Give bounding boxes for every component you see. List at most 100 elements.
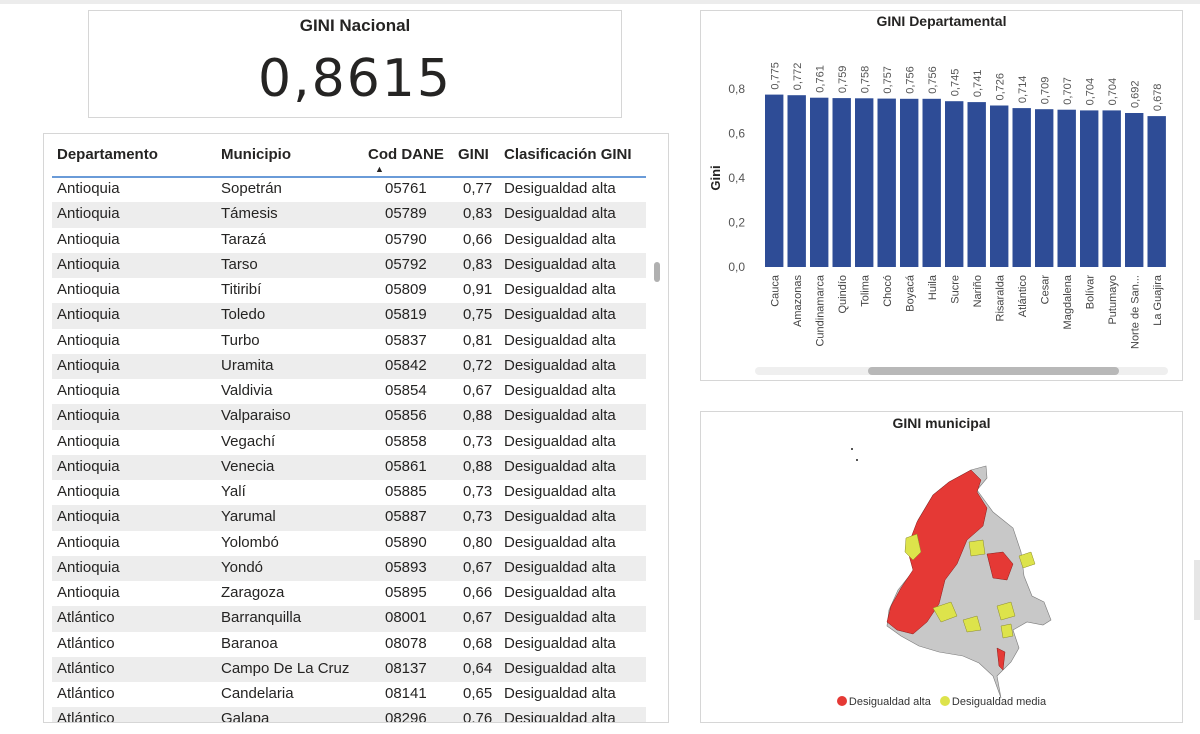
table-cell: Antioquia — [57, 584, 120, 601]
table-cell: Desigualdad alta — [504, 483, 616, 500]
x-category-label: Nariño — [972, 275, 984, 307]
col-header-clasificacion[interactable]: Clasificación GINI — [504, 146, 632, 163]
bar[interactable] — [1125, 113, 1144, 267]
legend-item-media[interactable]: Desigualdad media — [939, 696, 1046, 708]
chart-horizontal-scrollbar[interactable] — [755, 367, 1168, 375]
table-row[interactable]: Antioquia Tarazá 05790 0,66 Desigualdad alta — [52, 228, 646, 253]
table-cell: Barranquilla — [221, 609, 302, 627]
bar[interactable] — [855, 98, 874, 267]
map-region-media[interactable] — [1018, 551, 1036, 569]
sort-ascending-icon[interactable]: ▲ — [375, 164, 384, 174]
bar[interactable] — [1147, 116, 1166, 267]
table-cell: Antioquia — [57, 508, 120, 526]
map-region-media[interactable] — [962, 615, 982, 633]
table-row[interactable]: Antioquia Toledo 05819 0,75 Desigualdad alta — [52, 303, 646, 329]
table-row[interactable]: Atlántico Baranoa 08078 0,68 Desigualdad alt… — [52, 632, 646, 657]
bar[interactable] — [810, 97, 829, 267]
table-cell: 08078 — [385, 634, 427, 652]
table-cell: 08137 — [385, 659, 427, 677]
table-scrollbar[interactable] — [654, 262, 660, 282]
bar-value-label: 0,704 — [1084, 78, 1096, 106]
map-region-media[interactable] — [996, 601, 1016, 621]
table-cell: Antioquia — [57, 356, 120, 374]
map-region-alta[interactable] — [986, 551, 1014, 581]
table-row[interactable]: Antioquia Venecia 05861 0,88 Desigualdad alt… — [52, 454, 646, 480]
map-region-alta[interactable] — [886, 469, 988, 635]
x-category-label: Tolima — [859, 274, 871, 307]
bar[interactable] — [1080, 110, 1099, 268]
table-row[interactable]: Antioquia Yondó 05893 0,67 Desigualdad alta — [52, 555, 646, 581]
bar[interactable] — [787, 95, 806, 267]
table-cell: 0,66 — [463, 230, 493, 248]
table-row[interactable]: Atlántico Campo De La Cruz 08137 0,64 Desigu… — [52, 656, 646, 682]
table-cell: Yolombó — [221, 533, 279, 551]
table-row[interactable]: Antioquia Vegachí 05858 0,73 Desigualdad alt… — [52, 430, 646, 455]
table-row[interactable]: Atlántico Barranquilla 08001 0,67 Desigualda… — [52, 606, 646, 632]
table-cell: Desigualdad alta — [504, 457, 616, 475]
legend-label: Desigualdad alta — [848, 696, 931, 708]
bar[interactable] — [1012, 108, 1031, 267]
table-row[interactable]: Antioquia Titiribí 05809 0,91 Desigualdad al… — [52, 278, 646, 303]
table-cell: Antioquia — [57, 558, 120, 576]
table-row[interactable]: Antioquia Sopetrán 05761 0,77 Desigualdad al… — [52, 177, 646, 202]
table-cell: Galapa — [221, 710, 270, 723]
x-category-label: Amazonas — [792, 275, 804, 327]
map-region-media[interactable] — [1000, 623, 1014, 639]
table-cell: Desigualdad alta — [504, 584, 616, 601]
table-cell: 0,68 — [463, 634, 493, 652]
table-row[interactable]: Antioquia Zaragoza 05895 0,66 Desigualdad al… — [52, 581, 646, 606]
table-cell: 0,75 — [463, 306, 493, 324]
bar[interactable] — [990, 105, 1009, 268]
table-cell: Desigualdad alta — [504, 432, 616, 450]
gini-municipal-map[interactable]: GINI municipal Desigualdad alta Desigual… — [700, 411, 1183, 723]
x-category-label: Quindío — [837, 275, 849, 314]
table-cell: Antioquia — [57, 255, 120, 273]
table-row[interactable]: Antioquia Yolombó 05890 0,80 Desigualdad alt… — [52, 531, 646, 556]
bar[interactable] — [1102, 110, 1121, 268]
x-category-label: La Guajira — [1152, 274, 1164, 326]
map-region-media[interactable] — [932, 601, 958, 623]
map-region-media[interactable] — [968, 539, 986, 557]
table-row[interactable]: Antioquia Uramita 05842 0,72 Desigualdad alt… — [52, 353, 646, 379]
table-row[interactable]: Antioquia Yalí 05885 0,73 Desigualdad alta — [52, 480, 646, 505]
table-row[interactable]: Atlántico Candelaria 08141 0,65 Desigualdad … — [52, 682, 646, 707]
bar[interactable] — [1057, 109, 1076, 267]
kpi-value: 0,8615 — [258, 49, 452, 109]
municipal-gini-table[interactable]: Departamento Municipio Cod DANE GINI Cla… — [43, 133, 669, 723]
chart-scroll-thumb[interactable] — [868, 367, 1119, 375]
table-row[interactable]: Antioquia Valdivia 05854 0,67 Desigualdad al… — [52, 379, 646, 404]
table-cell: 0,64 — [463, 659, 493, 677]
island-marker — [851, 448, 853, 450]
chart-title: GINI Departamental — [876, 13, 1007, 29]
bar[interactable] — [765, 94, 784, 267]
col-header-municipio[interactable]: Municipio — [221, 146, 291, 163]
table-row[interactable]: Antioquia Tarso 05792 0,83 Desigualdad alta — [52, 252, 646, 278]
col-header-cod-dane[interactable]: Cod DANE — [368, 146, 444, 163]
bar-value-label: 0,758 — [859, 66, 871, 94]
map-region-media[interactable] — [904, 533, 922, 561]
bar[interactable] — [877, 98, 896, 267]
legend-item-alta[interactable]: Desigualdad alta — [836, 696, 931, 708]
bar[interactable] — [900, 98, 919, 267]
bar[interactable] — [967, 102, 986, 267]
table-row[interactable]: Antioquia Turbo 05837 0,81 Desigualdad alta — [52, 329, 646, 354]
table-row[interactable]: Antioquia Valparaiso 05856 0,88 Desigualdad … — [52, 404, 646, 430]
bar[interactable] — [832, 98, 851, 267]
col-header-gini[interactable]: GINI — [458, 146, 489, 163]
gini-nacional-card[interactable]: GINI Nacional 0,8615 — [88, 10, 622, 118]
gini-departamental-chart[interactable]: GINI Departamental Gini 0,0 0,2 0,4 0,6 0,8 0,… — [700, 10, 1183, 381]
table-cell: Sopetrán — [221, 180, 282, 197]
table-row[interactable]: Antioquia Yarumal 05887 0,73 Desigualdad alt… — [52, 505, 646, 531]
table-cell: Antioquia — [57, 382, 120, 399]
table-cell: Atlántico — [57, 659, 115, 677]
table-row[interactable]: Antioquia Támesis 05789 0,83 Desigualdad alt… — [52, 202, 646, 228]
map-region-alta[interactable] — [996, 647, 1006, 671]
bar[interactable] — [945, 101, 964, 267]
bar[interactable] — [922, 98, 941, 267]
table-cell: Desigualdad alta — [504, 710, 616, 723]
colombia-map[interactable] — [701, 430, 1182, 710]
bar[interactable] — [1035, 109, 1054, 267]
table-row[interactable]: Atlántico Galapa 08296 0,76 Desigualdad alta — [52, 707, 646, 723]
table-cell: 05854 — [385, 382, 427, 399]
col-header-departamento[interactable]: Departamento — [57, 146, 158, 163]
